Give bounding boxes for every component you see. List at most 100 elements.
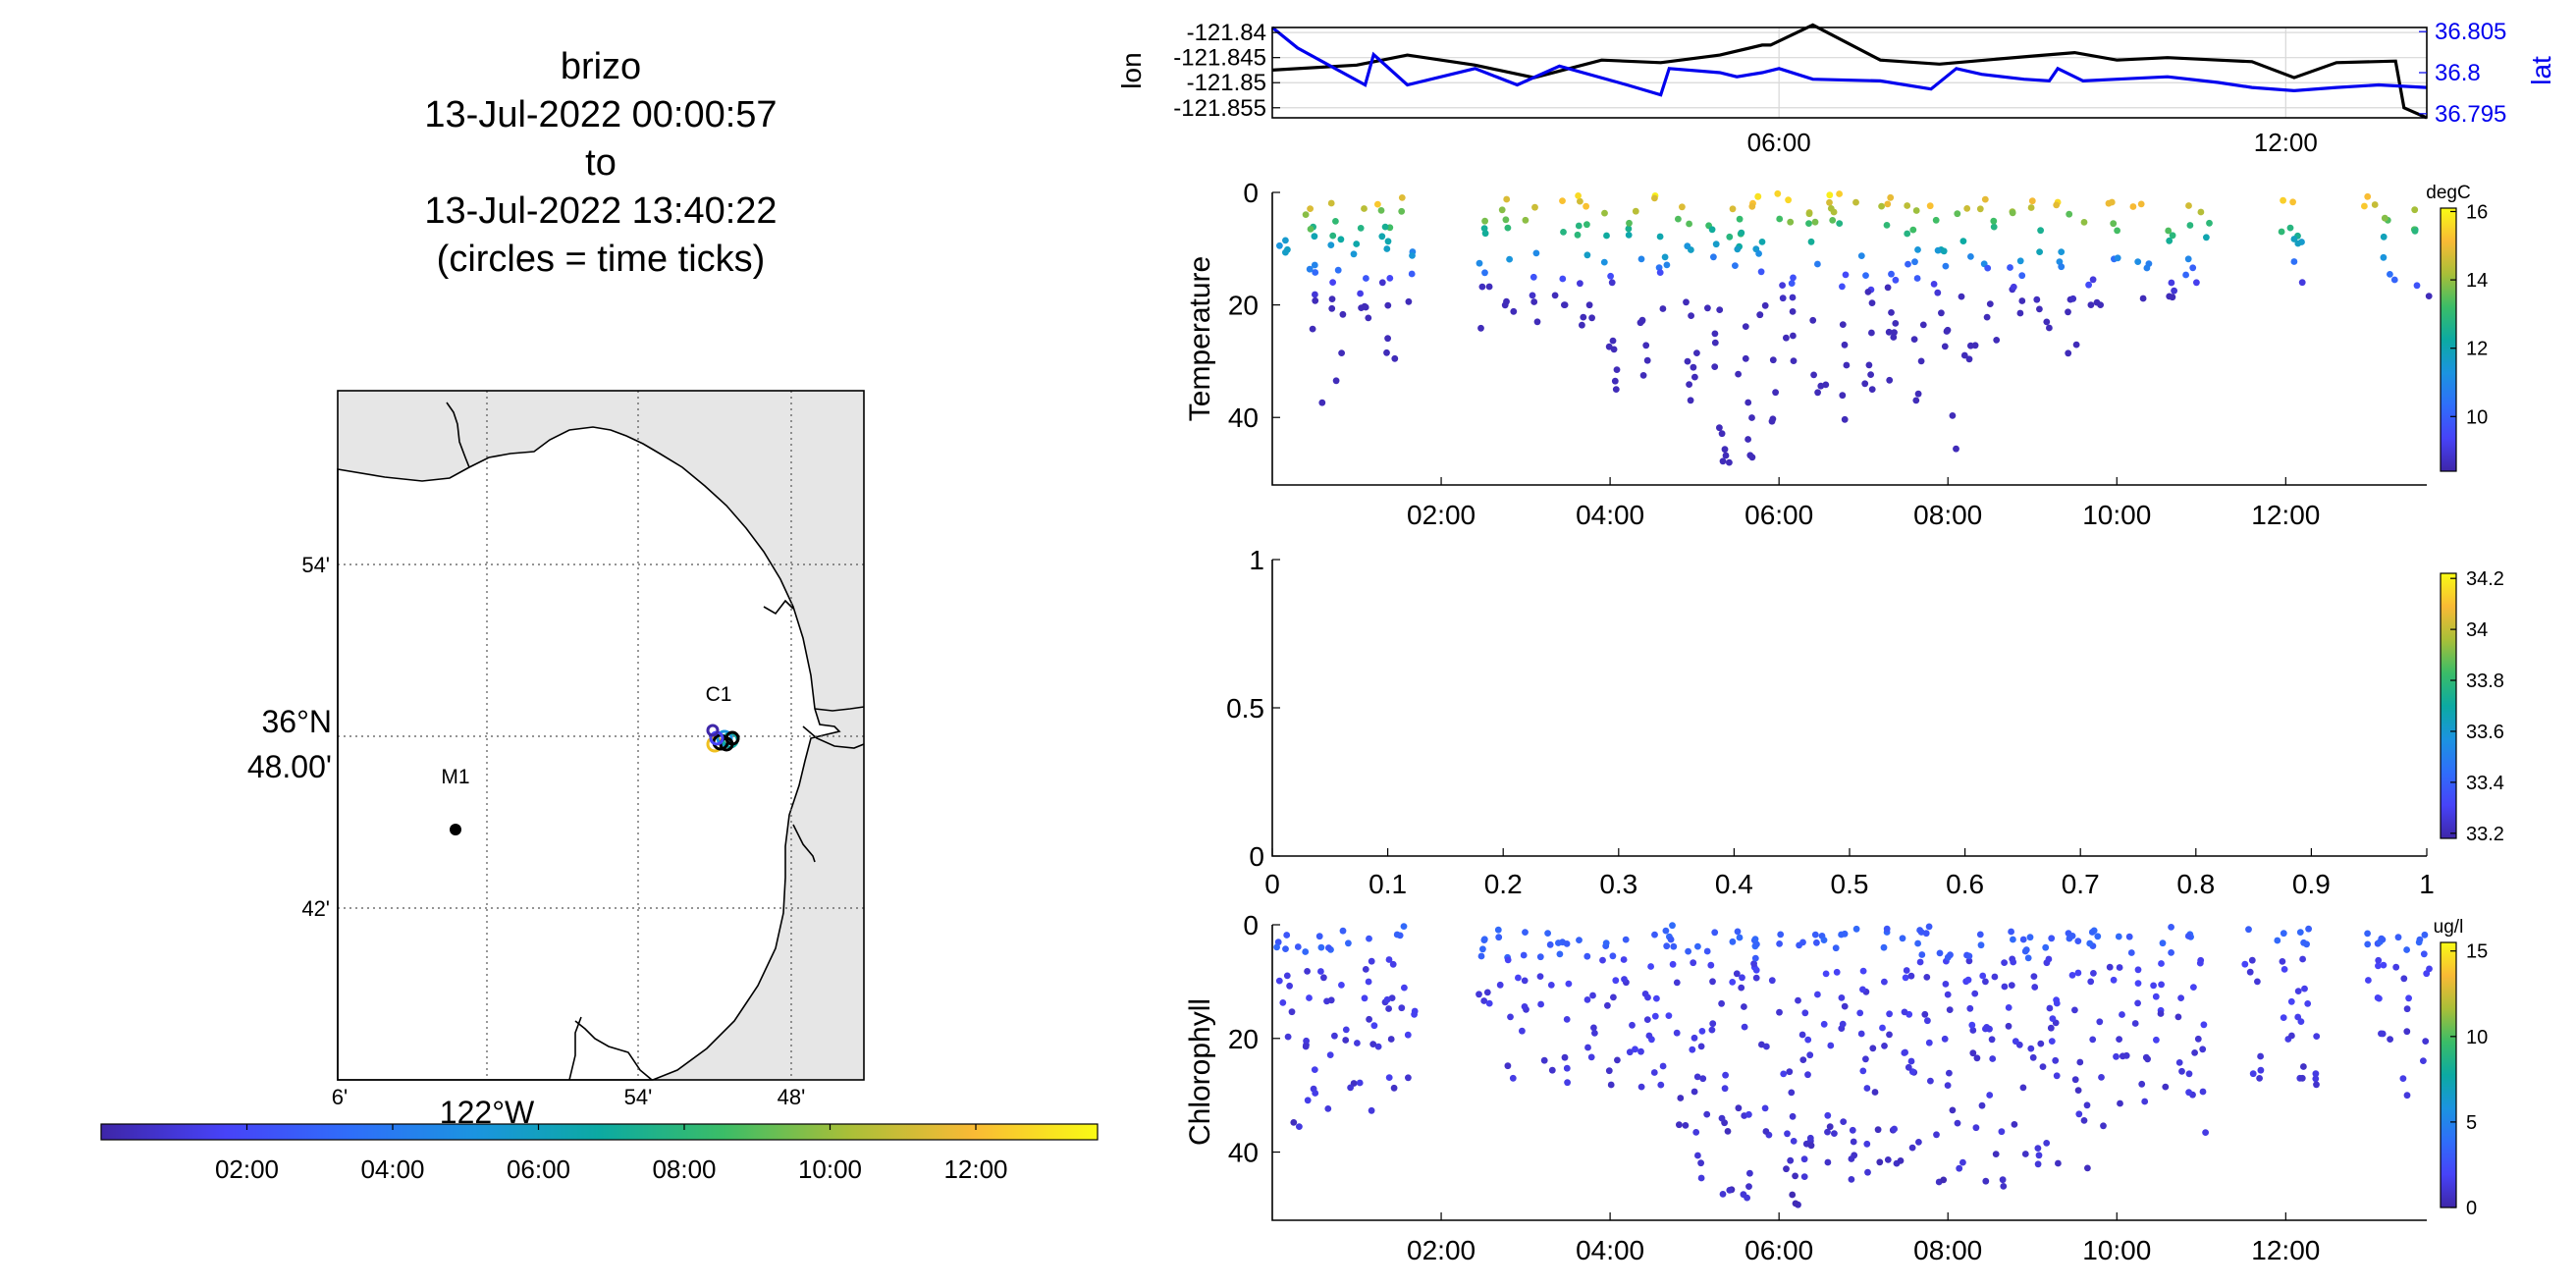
temperature-colorbar-tick-label: 16 [2466, 201, 2488, 223]
chlorophyll-point [1685, 947, 1691, 955]
chlorophyll-point [1738, 984, 1745, 992]
chlorophyll-point [1807, 1142, 1815, 1150]
temperature-point [1476, 259, 1483, 267]
chlorophyll-point [1354, 1040, 1361, 1046]
chlorophyll-point [2134, 999, 2142, 1007]
chlorophyll-point [1304, 1097, 1312, 1104]
chlorophyll-point [2049, 1015, 2057, 1022]
chlorophyll-point [1647, 963, 1654, 970]
temperature-point [2364, 192, 2372, 200]
chlorophyll-point [2405, 994, 2413, 1002]
temperature-point [1776, 215, 1784, 223]
title-line-5: (circles = time ticks) [437, 239, 766, 280]
chlorophyll-point [1536, 953, 1544, 961]
temperature-point [1843, 361, 1851, 369]
temperature-point [2056, 258, 2064, 265]
temperature-point [2189, 264, 2197, 272]
temperature-point [1639, 372, 1647, 379]
temperature-point [1958, 293, 1965, 300]
temperature-point [2036, 248, 2044, 255]
chlorophyll-point [1799, 1056, 1807, 1063]
temperature-point [1758, 239, 1766, 245]
temperature-x-tick-label: 06:00 [1744, 500, 1813, 530]
temperature-point [1327, 199, 1335, 207]
chlorophyll-point [1998, 1128, 2006, 1136]
chlorophyll-point [1841, 1002, 1849, 1010]
chlorophyll-point [2177, 994, 2185, 1001]
temperature-point [2114, 227, 2121, 235]
temperature-point [1826, 191, 1834, 199]
chlorophyll-point [2021, 1151, 2029, 1157]
chlorophyll-point [1697, 1043, 1705, 1050]
temperature-point [1710, 253, 1717, 261]
chlorophyll-point [1881, 978, 1888, 986]
temperature-point [1807, 238, 1815, 245]
chlorophyll-point [1927, 1077, 1934, 1085]
chlorophyll-point [1733, 970, 1741, 978]
temperature-point [2289, 198, 2297, 206]
temperature-point [2278, 228, 2285, 236]
temperature-point [1914, 246, 1921, 253]
chlorophyll-colorbar-tick-label: 5 [2466, 1112, 2477, 1134]
empty-panel: 0 0.1 0.2 0.3 0.4 0.5 0.6 0.7 0.8 0.9 100.51 34.23… [1226, 545, 2504, 899]
chlorophyll-point [1886, 1031, 1893, 1039]
temperature-point [1779, 282, 1786, 289]
title-block: brizo 13-Jul-2022 00:00:57 to 13-Jul-202… [424, 46, 777, 280]
temperature-point [1711, 339, 1719, 347]
temperature-point [1363, 275, 1369, 282]
chlorophyll-point [1883, 925, 1891, 933]
time-colorbar-tick-label: 06:00 [507, 1154, 570, 1184]
chlorophyll-point [2191, 1049, 2199, 1056]
temperature-point [1327, 242, 1335, 249]
temperature-point [1904, 202, 1911, 209]
chlorophyll-point [1400, 923, 1408, 930]
chlorophyll-point [2280, 930, 2287, 938]
chlorophyll-point [1824, 1111, 1832, 1119]
chlorophyll-point [1393, 931, 1401, 939]
map-river-4 [802, 725, 865, 749]
chlorophyll-point [2274, 937, 2281, 944]
chlorophyll-point [1969, 1027, 1977, 1034]
chlorophyll-point [2000, 1183, 2008, 1190]
chlorophyll-point [1784, 1130, 1791, 1138]
map-water [337, 426, 841, 1081]
title-line-4: 13-Jul-2022 13:40:22 [424, 190, 777, 232]
temperature-point [2169, 232, 2176, 240]
temperature-point [1885, 328, 1893, 336]
chlorophyll-point [1806, 1134, 1814, 1142]
chlorophyll-point [2158, 960, 2165, 967]
chlorophyll-point [2117, 1100, 2123, 1107]
temperature-point [1971, 342, 1979, 349]
temperature-point [1719, 457, 1727, 465]
chlorophyll-point [1294, 943, 1302, 950]
temperature-ticks: 0 20 40 02:00 04:00 06:00 08:00 10:00 12:00 [1228, 178, 2321, 530]
lat-tick-label: 36.8 [2435, 60, 2481, 86]
temperature-point [1748, 202, 1756, 210]
empty-panel-ticks: 0 0.1 0.2 0.3 0.4 0.5 0.6 0.7 0.8 0.9 1 0 0.5 1 [1226, 545, 2435, 899]
temperature-point [1588, 314, 1595, 322]
chlorophyll-point [1693, 1073, 1701, 1081]
chlorophyll-point [1324, 1105, 1332, 1112]
chlorophyll-point [1331, 1032, 1338, 1040]
chlorophyll-point [1626, 1048, 1634, 1056]
temperature-colorbar-ticks: 16 14 12 10 [2450, 201, 2488, 428]
chlorophyll-point [2168, 924, 2175, 931]
temperature-point [1755, 250, 1762, 257]
temperature-point [1829, 217, 1837, 224]
chlorophyll-point [1874, 1126, 1882, 1134]
temperature-point [2169, 294, 2176, 301]
temperature-point [1501, 301, 1509, 309]
map-river-2 [763, 599, 794, 616]
chlorophyll-point [2053, 999, 2061, 1007]
chlorophyll-point [1991, 973, 1999, 981]
chlorophyll-point [1345, 939, 1352, 947]
temperature-point [2110, 220, 2118, 228]
temperature-point [1779, 295, 1787, 302]
temperature-point [2165, 227, 2173, 235]
chlorophyll-point [1824, 1158, 1832, 1166]
temperature-point [1691, 373, 1698, 381]
temperature-point [1883, 222, 1891, 229]
temperature-point [1575, 192, 1582, 199]
chlorophyll-point [1746, 1169, 1753, 1177]
chlorophyll-point [2075, 1110, 2083, 1118]
